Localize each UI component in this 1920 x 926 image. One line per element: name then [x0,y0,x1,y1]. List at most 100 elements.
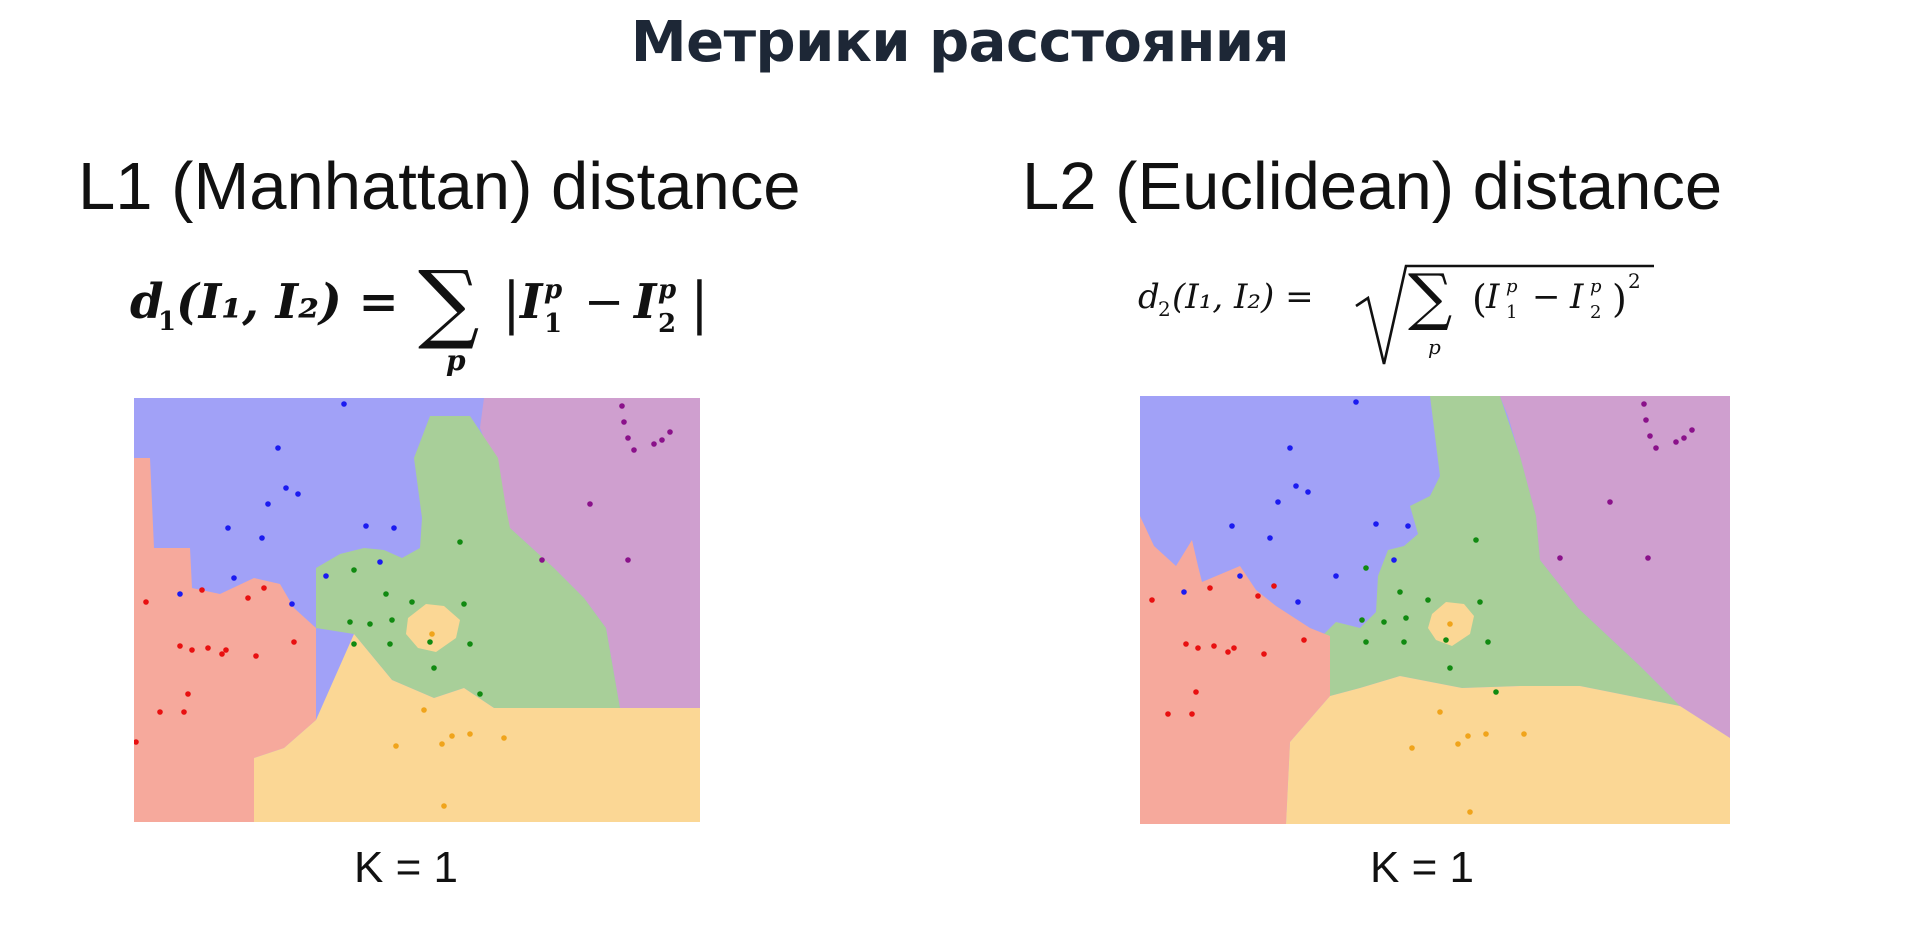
l2-k-label: K = 1 [1370,843,1474,892]
l2-point [1403,615,1409,621]
l1-point [181,709,187,715]
l2-sqrt-sign [1355,264,1654,365]
l1-point [427,639,433,645]
l1-points [134,401,673,809]
l1-point [421,707,427,713]
l1-point [351,641,357,647]
l1-point [431,665,437,671]
l2-point [1467,809,1473,815]
l1-k-label: K = 1 [354,843,458,892]
l2-point [1681,435,1687,441]
l1-point [225,525,231,531]
l2-point [1287,445,1293,451]
l2-point [1353,399,1359,405]
l2-point [1363,639,1369,645]
l1-point [393,743,399,749]
l2-point [1189,711,1195,717]
l2-point [1447,665,1453,671]
l2-point [1645,555,1651,561]
l2-point [1447,621,1453,627]
l2-point [1401,639,1407,645]
l1-point [667,429,673,435]
svg-text:p: p [658,275,676,305]
svg-text:p: p [1428,335,1441,359]
l1-formula: d 1 (I₁, I₂) = ∑ p | I p 1 − I p 2 | [130,253,750,382]
l2-point [1455,741,1461,747]
svg-text:|: | [690,271,709,336]
l1-point [377,559,383,565]
l2-point [1165,711,1171,717]
l1-point [441,803,447,809]
l2-point [1477,599,1483,605]
l1-point [625,557,631,563]
svg-text:I: I [1569,277,1584,317]
l2-point [1381,619,1387,625]
l2-point [1237,573,1243,579]
l1-point [177,591,183,597]
l2-point [1305,489,1311,495]
l2-decision-map [1140,396,1730,824]
l1-point [457,539,463,545]
l1-point [391,525,397,531]
l1-point [461,601,467,607]
l2-point [1425,597,1431,603]
svg-text:p: p [1506,276,1518,297]
l2-point [1641,401,1647,407]
l1-point [409,599,415,605]
l1-point [651,441,657,447]
l2-point [1295,599,1301,605]
svg-text:p: p [544,275,562,305]
l1-point [367,621,373,627]
l1-point [539,557,545,563]
svg-text:I: I [518,274,544,330]
l1-formula-lhs: d [130,274,164,330]
svg-text:2: 2 [1158,297,1171,321]
l2-point [1261,651,1267,657]
l1-point [429,631,435,637]
l2-point [1493,689,1499,695]
svg-text:(I₁, I₂) =: (I₁, I₂) = [1172,277,1314,317]
svg-text:(: ( [1472,277,1487,321]
l1-point [253,653,259,659]
l1-sum-symbol: ∑ [418,258,479,353]
svg-text:2: 2 [1590,302,1601,323]
l2-point [1405,523,1411,529]
l1-point [289,601,295,607]
l1-point [477,691,483,697]
l1-point [351,567,357,573]
l1-region-yellow [254,634,700,822]
l2-point [1647,433,1653,439]
l1-heading: L1 (Manhattan) distance [78,149,801,224]
l2-point [1255,593,1261,599]
l1-point [265,501,271,507]
l2-point [1275,499,1281,505]
l1-point [231,575,237,581]
l2-point [1437,709,1443,715]
l2-formula: d 2 (I₁, I₂) = ∑ p ( I p 1 − I p 2 ) 2 [1138,260,1658,386]
l1-point [619,403,625,409]
svg-text:|: | [502,271,521,336]
l1-point [205,645,211,651]
l2-point [1211,643,1217,649]
svg-text:(I₁, I₂) =: (I₁, I₂) = [176,274,399,330]
l2-point [1689,427,1695,433]
l2-point [1333,573,1339,579]
l1-point [621,419,627,425]
l2-point [1271,583,1277,589]
l2-point [1183,641,1189,647]
l1-point [143,599,149,605]
l1-point [341,401,347,407]
l1-point [323,573,329,579]
l1-point [275,445,281,451]
l2-point [1607,499,1613,505]
l2-point [1195,645,1201,651]
l2-point [1443,637,1449,643]
l2-point [1485,639,1491,645]
l2-point [1231,645,1237,651]
l2-point [1181,589,1187,595]
l1-point [501,735,507,741]
svg-text:2: 2 [658,309,676,339]
l2-sum-symbol: ∑ [1408,262,1452,333]
l1-point [387,641,393,647]
l1-point [449,733,455,739]
